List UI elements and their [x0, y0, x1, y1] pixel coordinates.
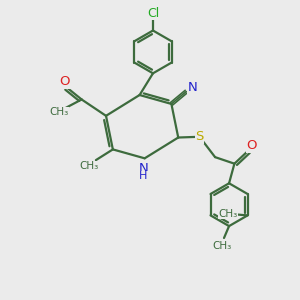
Text: O: O [246, 139, 257, 152]
Text: CH₃: CH₃ [218, 209, 237, 219]
Text: N: N [138, 162, 148, 175]
Text: Cl: Cl [147, 7, 159, 20]
Text: O: O [59, 75, 70, 88]
Text: CH₃: CH₃ [80, 161, 99, 171]
Text: CH₃: CH₃ [212, 241, 232, 251]
Text: S: S [195, 130, 204, 143]
Text: CH₃: CH₃ [50, 107, 69, 117]
Text: N: N [188, 82, 198, 94]
Text: H: H [139, 171, 147, 181]
